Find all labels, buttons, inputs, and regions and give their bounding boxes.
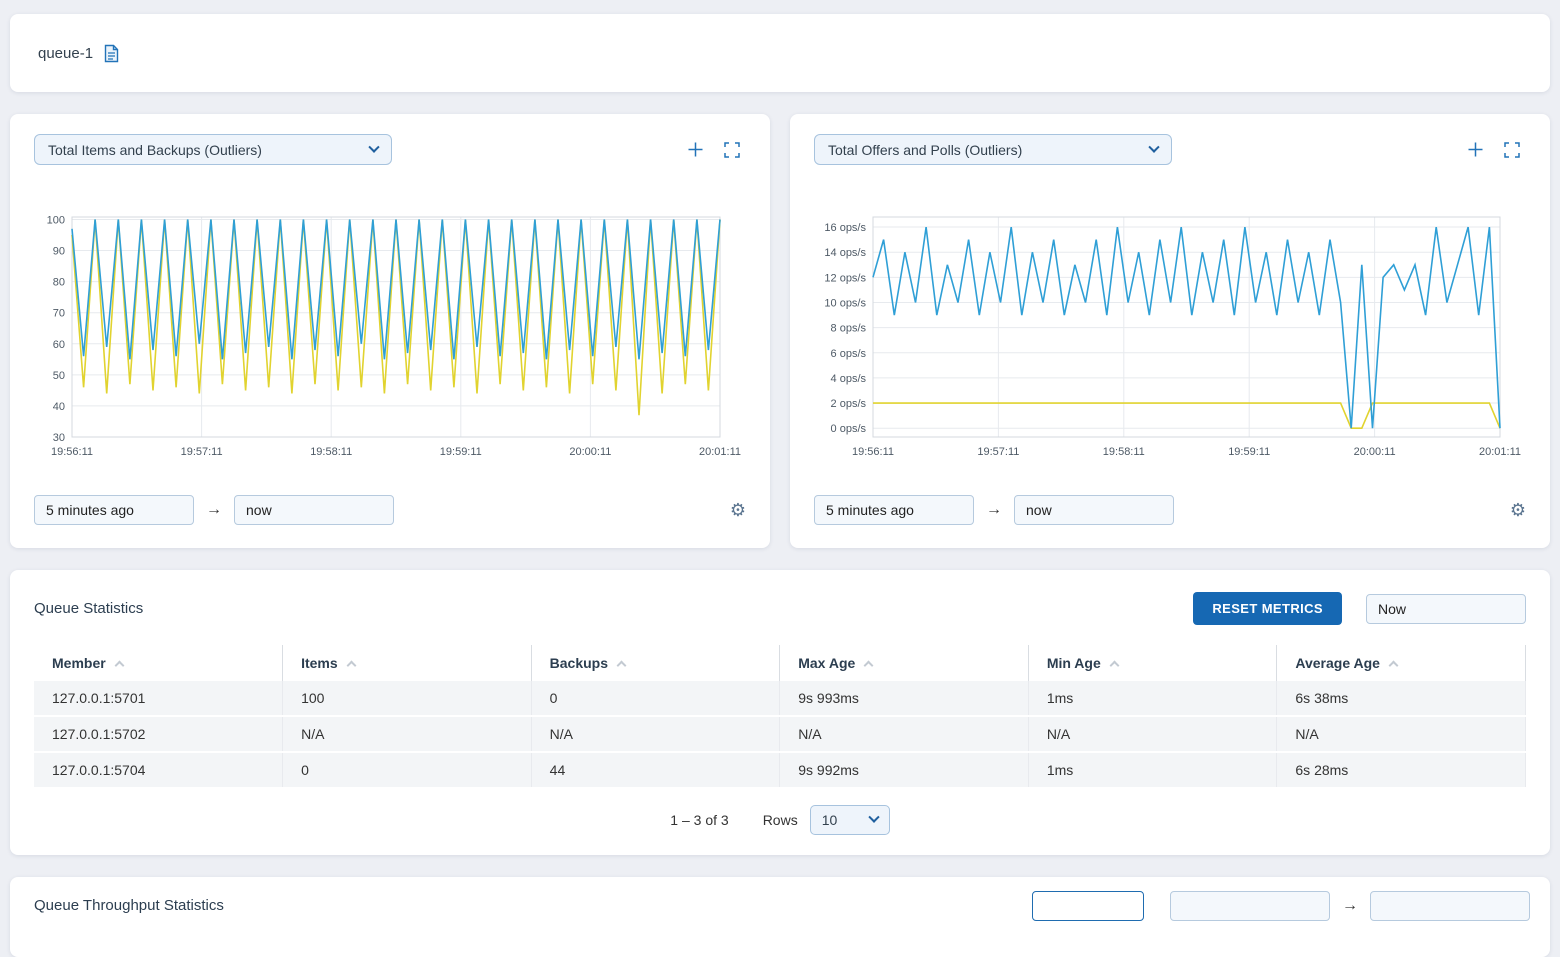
table-row[interactable]: 127.0.0.1:5702 N/A N/A N/A N/A N/A bbox=[34, 716, 1526, 752]
sort-caret-icon bbox=[1109, 661, 1119, 671]
pagination: 1 – 3 of 3 Rows 10 bbox=[34, 789, 1526, 843]
section-title: Queue Throughput Statistics bbox=[34, 891, 224, 914]
rows-per-page-select[interactable]: 10 bbox=[810, 805, 890, 835]
sort-caret-icon bbox=[617, 661, 627, 671]
svg-text:19:58:11: 19:58:11 bbox=[1103, 446, 1145, 458]
queue-header-card: queue-1 bbox=[10, 14, 1550, 92]
line-chart-offers-polls: 16 ops/s 14 ops/s 12 ops/s 10 ops/s 8 ops/s 6… bbox=[814, 193, 1525, 463]
page-title: queue-1 bbox=[38, 45, 93, 62]
column-header-backups[interactable]: Backups bbox=[531, 645, 780, 681]
svg-text:20:00:11: 20:00:11 bbox=[1354, 446, 1396, 458]
column-header-average-age[interactable]: Average Age bbox=[1277, 645, 1526, 681]
svg-text:19:56:11: 19:56:11 bbox=[852, 446, 894, 458]
svg-text:80: 80 bbox=[53, 277, 65, 289]
table-row[interactable]: 127.0.0.1:5701 100 0 9s 993ms 1ms 6s 38m… bbox=[34, 681, 1526, 716]
line-chart-items-backups: 100 90 80 70 60 50 40 30 19:56:11 19:57:11 19:58:1… bbox=[34, 193, 745, 463]
time-to-input[interactable] bbox=[1370, 891, 1530, 921]
charts-row: Total Items and Backups (Outliers) 100 90… bbox=[10, 114, 1550, 548]
time-from-input[interactable] bbox=[34, 495, 194, 525]
svg-text:16 ops/s: 16 ops/s bbox=[824, 222, 866, 234]
metric-select-value: Total Items and Backups (Outliers) bbox=[48, 142, 262, 158]
svg-text:30: 30 bbox=[53, 432, 65, 444]
time-to-input[interactable] bbox=[1014, 495, 1174, 525]
chart-panel-items-backups: Total Items and Backups (Outliers) 100 90… bbox=[10, 114, 770, 548]
svg-text:10 ops/s: 10 ops/s bbox=[824, 297, 866, 309]
sort-caret-icon bbox=[114, 661, 124, 671]
add-chart-icon[interactable] bbox=[1467, 141, 1484, 158]
svg-text:100: 100 bbox=[47, 214, 65, 226]
throughput-reset-button[interactable] bbox=[1032, 891, 1144, 921]
arrow-right-icon: → bbox=[1342, 898, 1358, 914]
svg-text:50: 50 bbox=[53, 370, 65, 382]
rows-per-page-value: 10 bbox=[822, 812, 838, 828]
arrow-right-icon: → bbox=[986, 502, 1002, 518]
svg-text:19:59:11: 19:59:11 bbox=[1228, 446, 1270, 458]
table-header-row: Member Items Backups Max Age Min Age Ave… bbox=[34, 645, 1526, 681]
queue-throughput-card: Queue Throughput Statistics → bbox=[10, 877, 1550, 957]
time-to-input[interactable] bbox=[234, 495, 394, 525]
column-header-member[interactable]: Member bbox=[34, 645, 283, 681]
metric-select-value: Total Offers and Polls (Outliers) bbox=[828, 142, 1022, 158]
column-header-max-age[interactable]: Max Age bbox=[780, 645, 1029, 681]
table-row[interactable]: 127.0.0.1:5704 0 44 9s 992ms 1ms 6s 28ms bbox=[34, 752, 1526, 788]
fullscreen-icon[interactable] bbox=[1504, 142, 1520, 158]
stats-time-input[interactable] bbox=[1366, 594, 1526, 624]
document-icon[interactable] bbox=[103, 44, 120, 63]
reset-metrics-button[interactable]: RESET METRICS bbox=[1193, 592, 1342, 625]
section-title: Queue Statistics bbox=[34, 600, 143, 617]
svg-text:8 ops/s: 8 ops/s bbox=[831, 323, 867, 335]
add-chart-icon[interactable] bbox=[687, 141, 704, 158]
svg-text:12 ops/s: 12 ops/s bbox=[824, 272, 866, 284]
svg-text:90: 90 bbox=[53, 246, 65, 258]
fullscreen-icon[interactable] bbox=[724, 142, 740, 158]
gear-icon[interactable]: ⚙ bbox=[730, 501, 746, 519]
queue-statistics-card: Queue Statistics RESET METRICS Member It… bbox=[10, 570, 1550, 855]
chevron-down-icon bbox=[1148, 141, 1159, 152]
metric-select-offers-polls[interactable]: Total Offers and Polls (Outliers) bbox=[814, 134, 1172, 165]
gear-icon[interactable]: ⚙ bbox=[1510, 501, 1526, 519]
svg-text:20:01:11: 20:01:11 bbox=[699, 446, 741, 458]
rows-per-page-label: Rows bbox=[763, 812, 798, 828]
svg-text:4 ops/s: 4 ops/s bbox=[831, 373, 867, 385]
sort-caret-icon bbox=[1389, 661, 1399, 671]
svg-text:19:56:11: 19:56:11 bbox=[51, 446, 93, 458]
metric-select-items-backups[interactable]: Total Items and Backups (Outliers) bbox=[34, 134, 392, 165]
time-from-input[interactable] bbox=[814, 495, 974, 525]
time-from-input[interactable] bbox=[1170, 891, 1330, 921]
page: queue-1 Total Items and Backups (Outlier… bbox=[0, 0, 1560, 957]
svg-text:70: 70 bbox=[53, 308, 65, 320]
svg-text:19:57:11: 19:57:11 bbox=[977, 446, 1019, 458]
svg-text:19:57:11: 19:57:11 bbox=[181, 446, 223, 458]
svg-text:14 ops/s: 14 ops/s bbox=[824, 247, 866, 259]
pagination-range: 1 – 3 of 3 bbox=[670, 812, 728, 828]
svg-text:19:58:11: 19:58:11 bbox=[310, 446, 352, 458]
svg-text:60: 60 bbox=[53, 339, 65, 351]
column-header-min-age[interactable]: Min Age bbox=[1028, 645, 1277, 681]
svg-text:40: 40 bbox=[53, 401, 65, 413]
sort-caret-icon bbox=[346, 661, 356, 671]
arrow-right-icon: → bbox=[206, 502, 222, 518]
svg-text:0 ops/s: 0 ops/s bbox=[831, 423, 867, 435]
svg-text:2 ops/s: 2 ops/s bbox=[831, 398, 867, 410]
chart-panel-offers-polls: Total Offers and Polls (Outliers) 16 ops… bbox=[790, 114, 1550, 548]
svg-text:19:59:11: 19:59:11 bbox=[440, 446, 482, 458]
svg-text:20:01:11: 20:01:11 bbox=[1479, 446, 1521, 458]
queue-statistics-table: Member Items Backups Max Age Min Age Ave… bbox=[34, 645, 1526, 789]
chevron-down-icon bbox=[868, 812, 879, 823]
svg-text:6 ops/s: 6 ops/s bbox=[831, 348, 867, 360]
column-header-items[interactable]: Items bbox=[283, 645, 532, 681]
sort-caret-icon bbox=[864, 661, 874, 671]
chevron-down-icon bbox=[368, 141, 379, 152]
svg-text:20:00:11: 20:00:11 bbox=[569, 446, 611, 458]
